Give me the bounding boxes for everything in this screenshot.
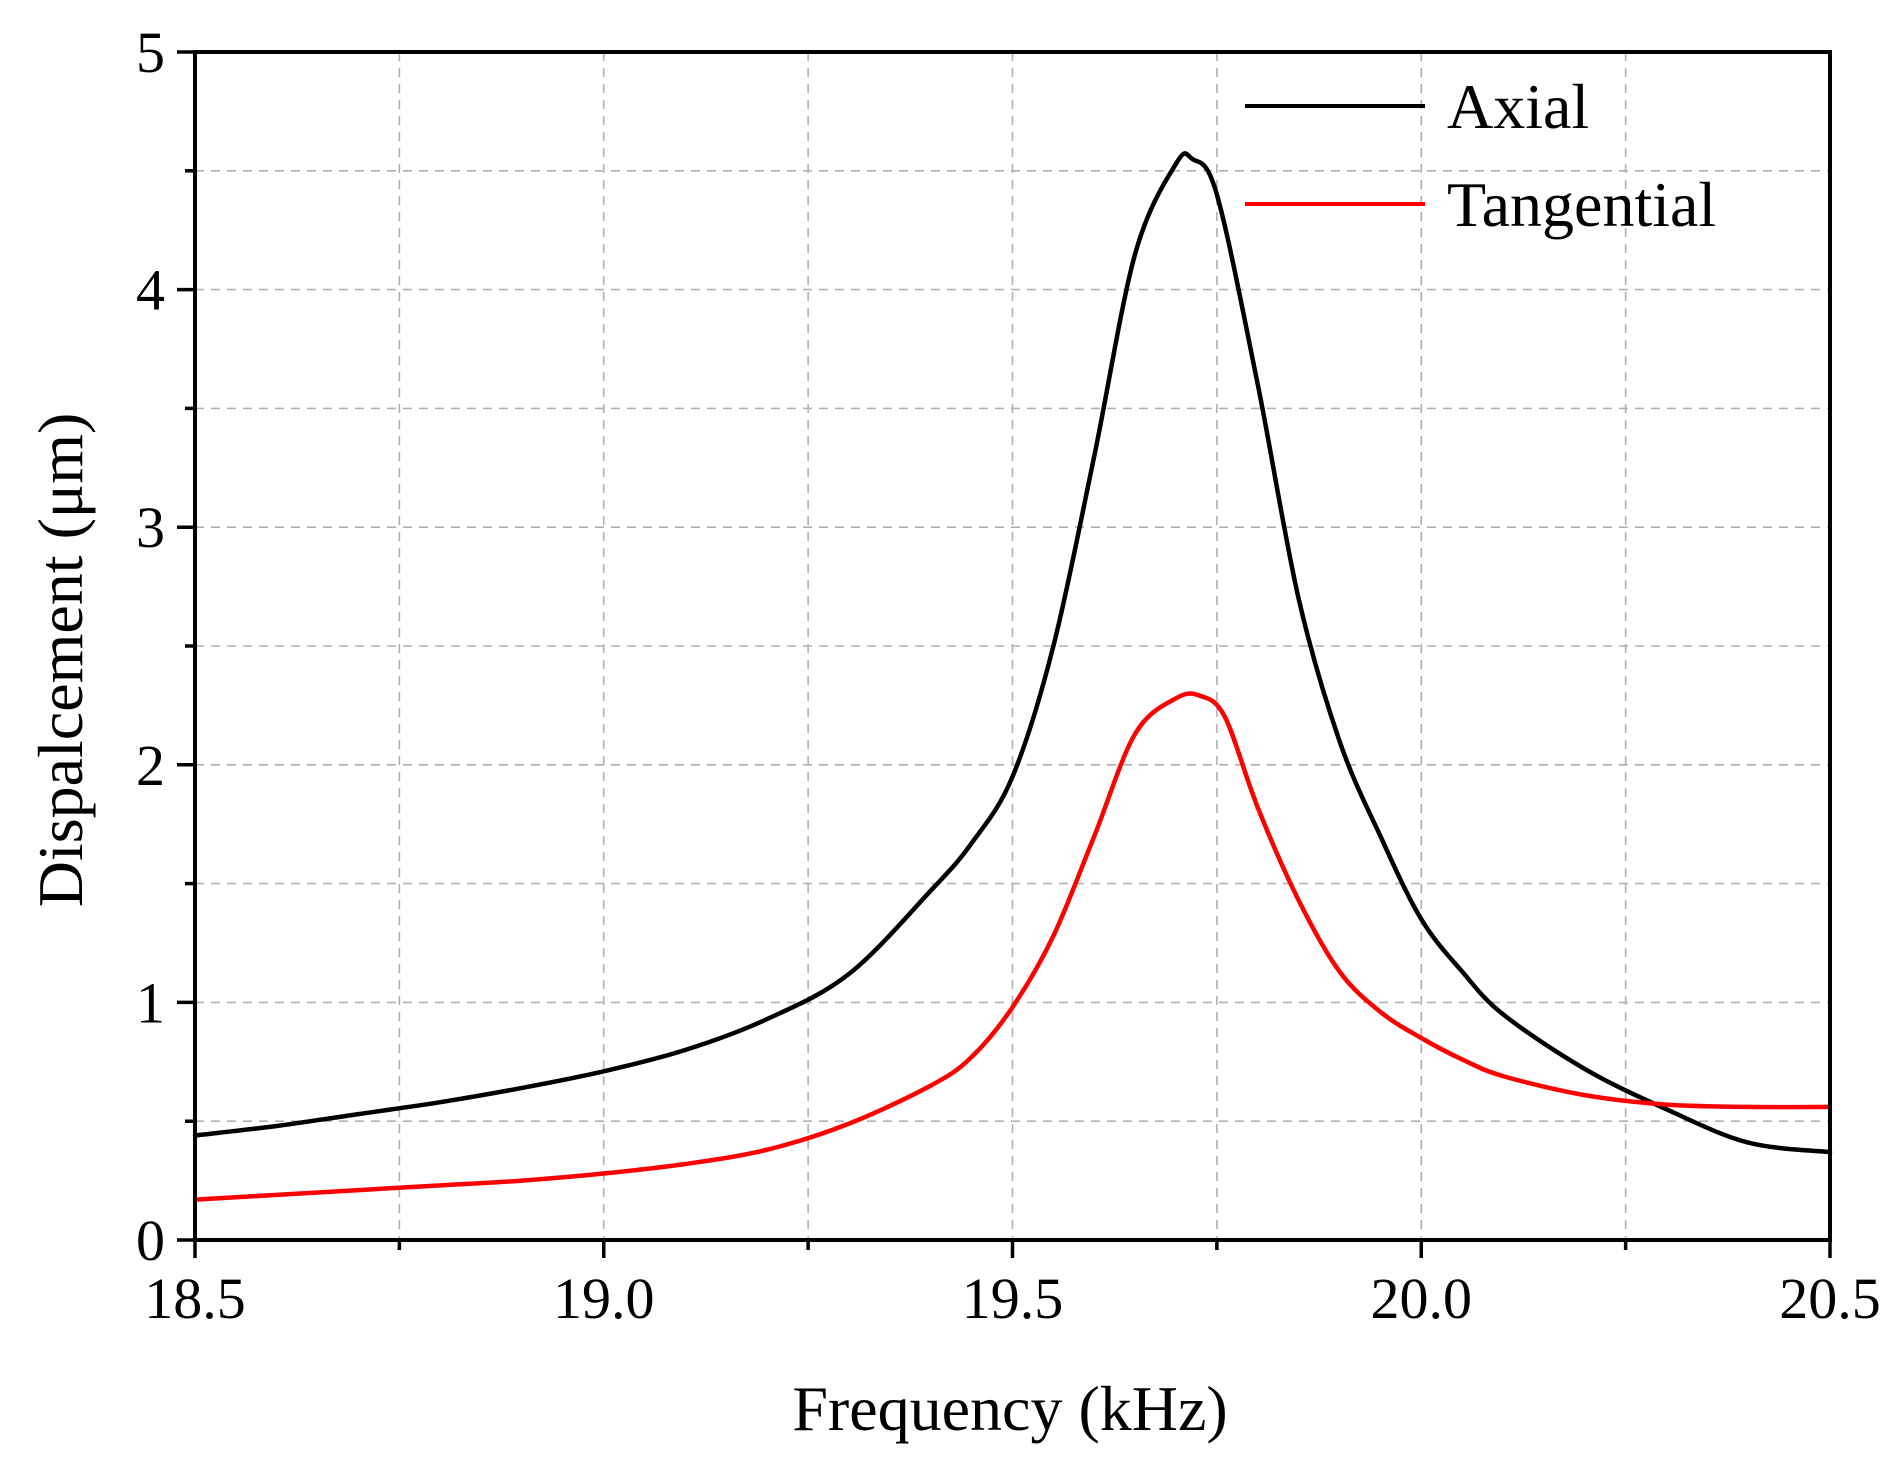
series-line-axial [192,151,1833,1155]
series-line-tangential [192,691,1833,1202]
grid-layer [195,52,1830,1240]
y-tick-label: 4 [136,258,165,323]
tick-layer [177,50,1832,1258]
x-tick-label: 19.0 [553,1266,655,1331]
legend-label-tangential: Tangential [1447,169,1716,240]
label-layer: 18.5 19.0 19.5 20.0 20.5 0 1 2 3 4 5 [136,20,1881,1331]
x-tick-label: 20.0 [1371,1266,1473,1331]
legend-label-axial: Axial [1447,71,1589,142]
y-tick-label: 2 [136,733,165,798]
legend: Axial Tangential [1245,71,1716,240]
x-tick-label: 19.5 [962,1266,1064,1331]
y-tick-label: 0 [136,1208,165,1273]
x-tick-label: 18.5 [144,1266,246,1331]
y-tick-label: 1 [136,970,165,1035]
x-axis-title: Frequency (kHz) [792,1373,1227,1444]
y-axis-title: Dispalcement (μm) [25,413,96,908]
series-layer [192,151,1833,1202]
y-tick-label: 5 [136,20,165,85]
y-tick-label: 3 [136,495,165,560]
x-tick-label: 20.5 [1779,1266,1881,1331]
